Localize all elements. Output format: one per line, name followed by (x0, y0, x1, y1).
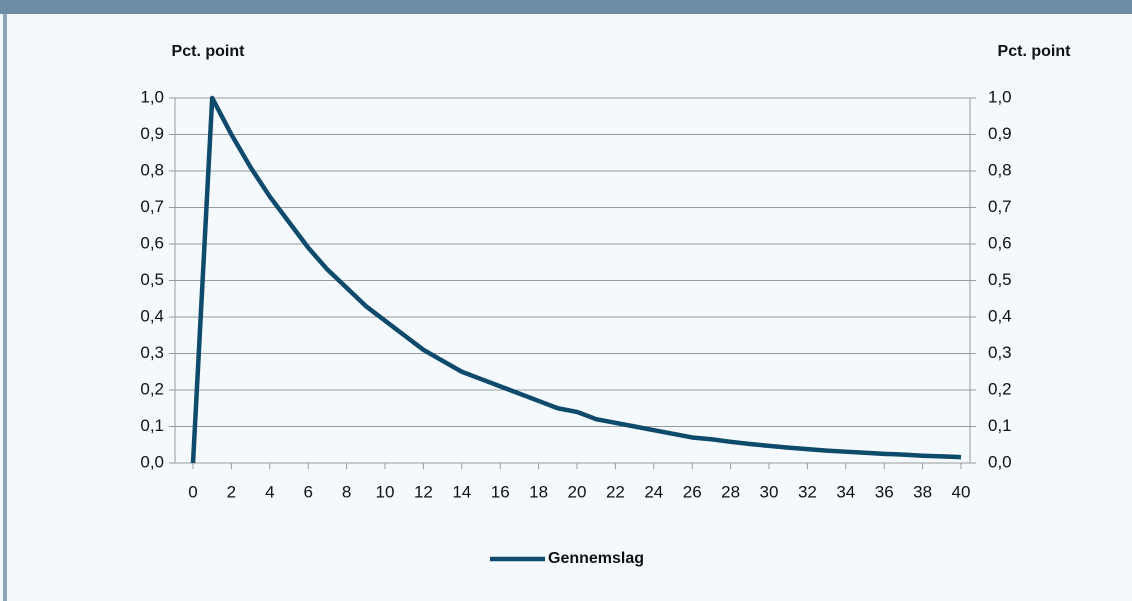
y-tick-label: 0,1 (140, 416, 164, 435)
x-tick-label: 22 (606, 482, 625, 501)
y-tick-label: 0,8 (140, 160, 164, 179)
y2-tick-label: 0,9 (988, 124, 1012, 143)
x-tick-label: 4 (265, 482, 274, 501)
y-tick-label: 0,7 (140, 197, 164, 216)
x-tick-label: 10 (376, 482, 395, 501)
x-tick-label: 8 (342, 482, 351, 501)
x-tick-label: 16 (491, 482, 510, 501)
x-tick-label: 34 (836, 482, 855, 501)
x-tick-label: 0 (188, 482, 197, 501)
y-tick-label: 0,5 (140, 270, 164, 289)
x-tick-label: 2 (227, 482, 236, 501)
x-tick-label: 6 (303, 482, 312, 501)
y2-tick-label: 0,2 (988, 379, 1012, 398)
y-tick-label: 0,6 (140, 233, 164, 252)
y2-tick-label: 0,3 (988, 343, 1012, 362)
y2-axis-label: Pct. point (998, 43, 1072, 60)
y-tick-label: 0,9 (140, 124, 164, 143)
header-strip (0, 0, 1132, 14)
y2-tick-label: 0,5 (988, 270, 1012, 289)
y-tick-label: 0,0 (140, 452, 164, 471)
x-tick-label: 36 (875, 482, 894, 501)
y2-tick-label: 0,4 (988, 306, 1012, 325)
x-tick-label: 32 (798, 482, 817, 501)
x-tick-label: 12 (414, 482, 433, 501)
x-tick-label: 38 (913, 482, 932, 501)
y-tick-label: 0,2 (140, 379, 164, 398)
y-tick-label: 0,3 (140, 343, 164, 362)
left-border (3, 14, 7, 601)
x-tick-label: 20 (568, 482, 587, 501)
x-tick-label: 40 (952, 482, 971, 501)
x-tick-label: 14 (452, 482, 471, 501)
y2-tick-label: 0,6 (988, 233, 1012, 252)
x-tick-label: 30 (760, 482, 779, 501)
y2-tick-label: 0,8 (988, 160, 1012, 179)
x-tick-label: 28 (721, 482, 740, 501)
line-series (190, 95, 962, 464)
x-tick-label: 26 (683, 482, 702, 501)
x-tick-label: 24 (644, 482, 663, 501)
y2-tick-label: 0,7 (988, 197, 1012, 216)
y2-tick-label: 0,1 (988, 416, 1012, 435)
y2-tick-label: 0,0 (988, 452, 1012, 471)
y2-tick-label: 1,0 (988, 87, 1012, 106)
x-tick-label: 18 (529, 482, 548, 501)
y-axis-label: Pct. point (172, 43, 246, 60)
y-tick-label: 1,0 (140, 87, 164, 106)
legend-label: Gennemslag (548, 550, 644, 567)
y-tick-label: 0,4 (140, 306, 164, 325)
